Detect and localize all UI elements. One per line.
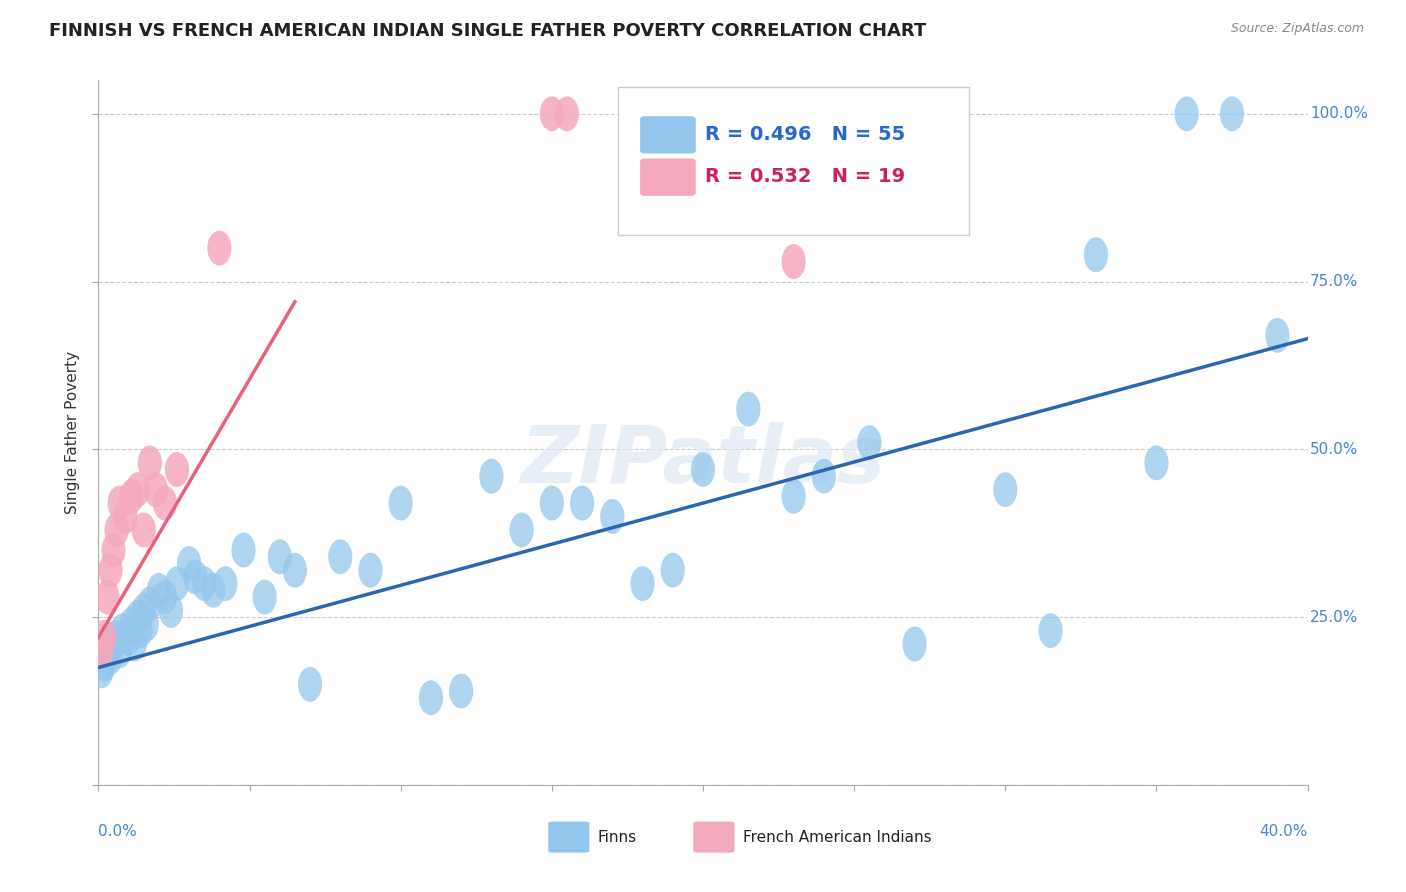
- Text: R = 0.496   N = 55: R = 0.496 N = 55: [706, 125, 905, 144]
- Text: Source: ZipAtlas.com: Source: ZipAtlas.com: [1230, 22, 1364, 36]
- Text: 0.0%: 0.0%: [98, 824, 138, 838]
- Text: 25.0%: 25.0%: [1310, 609, 1358, 624]
- Text: 100.0%: 100.0%: [1310, 106, 1368, 121]
- Y-axis label: Single Father Poverty: Single Father Poverty: [65, 351, 80, 514]
- FancyBboxPatch shape: [619, 87, 969, 235]
- Text: French American Indians: French American Indians: [742, 830, 932, 845]
- Text: Finns: Finns: [598, 830, 637, 845]
- Text: 75.0%: 75.0%: [1310, 274, 1358, 289]
- FancyBboxPatch shape: [640, 116, 696, 153]
- Text: FINNISH VS FRENCH AMERICAN INDIAN SINGLE FATHER POVERTY CORRELATION CHART: FINNISH VS FRENCH AMERICAN INDIAN SINGLE…: [49, 22, 927, 40]
- FancyBboxPatch shape: [693, 822, 734, 853]
- Text: 40.0%: 40.0%: [1260, 824, 1308, 838]
- Text: ZIPatlas: ZIPatlas: [520, 422, 886, 500]
- FancyBboxPatch shape: [548, 822, 589, 853]
- FancyBboxPatch shape: [640, 159, 696, 196]
- Text: 50.0%: 50.0%: [1310, 442, 1358, 457]
- Text: R = 0.532   N = 19: R = 0.532 N = 19: [706, 168, 905, 186]
